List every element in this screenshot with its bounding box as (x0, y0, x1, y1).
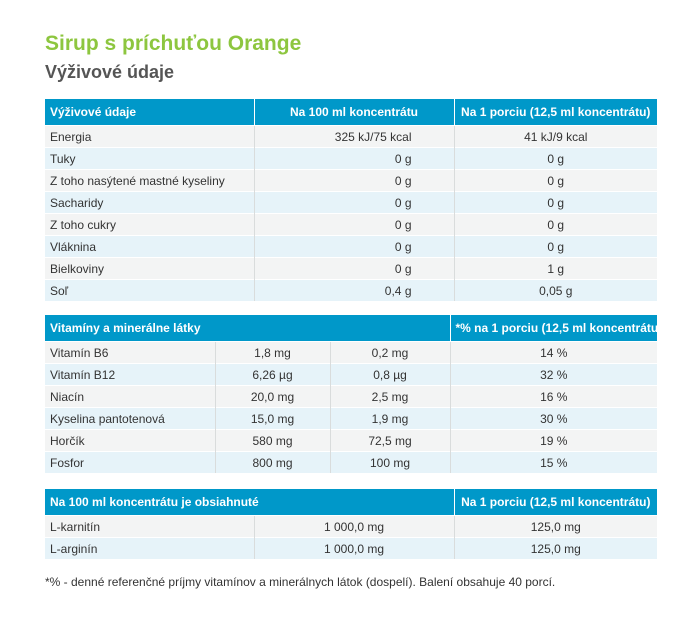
ingredient-per-100ml: 1 000,0 mg (253, 537, 455, 559)
ingredient-name: L-karnitín (45, 515, 254, 538)
table-row: Z toho nasýtené mastné kyseliny 0 g 0 g (45, 169, 657, 192)
vitamins-header-row: Vitamíny a minerálne látky *% na 1 porci… (45, 315, 657, 342)
ingredient-name: L-arginín (45, 537, 254, 559)
vitamins-header-label: Vitamíny a minerálne látky (45, 315, 450, 342)
ingredient-per-portion: 125,0 mg (453, 537, 658, 559)
vitamin-reference-percent: 14 % (449, 341, 657, 364)
table-row: Z toho cukry 0 g 0 g (45, 213, 657, 236)
vitamin-per-100ml: 6,26 µg (214, 363, 330, 386)
vitamin-name: Vitamín B6 (45, 341, 215, 364)
nutrient-per-portion: 0,05 g (453, 279, 657, 301)
vitamin-per-portion: 0,2 mg (329, 341, 450, 364)
vitamin-name: Horčík (45, 429, 215, 452)
table-row: Niacín 20,0 mg 2,5 mg 16 % (45, 385, 657, 408)
table-row: Bielkoviny 0 g 1 g (45, 257, 657, 280)
vitamin-reference-percent: 30 % (449, 407, 657, 430)
vitamin-per-100ml: 20,0 mg (214, 385, 330, 408)
nutrient-per-portion: 0 g (453, 235, 657, 258)
vitamin-reference-percent: 32 % (449, 363, 657, 386)
table-row: Tuky 0 g 0 g (45, 147, 657, 170)
nutrient-per-100ml: 0 g (253, 147, 454, 170)
nutrient-per-portion: 0 g (453, 169, 657, 192)
ingredient-per-portion: 125,0 mg (453, 515, 658, 538)
table-row: Vitamín B12 6,26 µg 0,8 µg 32 % (45, 363, 657, 386)
vitamins-header-per-portion: *% na 1 porciu (12,5 ml koncentrátu) (449, 315, 657, 342)
table-row: Fosfor 800 mg 100 mg 15 % (45, 451, 657, 473)
vitamin-per-portion: 2,5 mg (329, 385, 450, 408)
table-row: Kyselina pantotenová 15,0 mg 1,9 mg 30 % (45, 407, 657, 430)
vitamin-per-100ml: 15,0 mg (214, 407, 330, 430)
nutrient-name: Energia (45, 125, 254, 148)
table-row: Vitamín B6 1,8 mg 0,2 mg 14 % (45, 341, 657, 364)
page-subtitle: Výživové údaje (45, 62, 175, 82)
nutrient-per-portion: 0 g (453, 147, 657, 170)
nutrition-header-label: Výživové údaje (45, 99, 254, 126)
page-title: Sirup s príchuťou Orange (45, 32, 302, 55)
nutrition-header-per-100ml: Na 100 ml koncentrátu (253, 99, 454, 126)
nutrient-per-100ml: 0,4 g (253, 279, 454, 301)
vitamin-per-portion: 72,5 mg (329, 429, 450, 452)
vitamin-per-portion: 0,8 µg (329, 363, 450, 386)
nutrient-per-100ml: 0 g (253, 213, 454, 236)
nutrient-per-portion: 0 g (453, 191, 657, 214)
contents-header-per-portion: Na 1 porciu (12,5 ml koncentrátu) (453, 489, 658, 516)
nutrient-per-100ml: 0 g (253, 169, 454, 192)
vitamin-per-portion: 100 mg (329, 451, 450, 473)
nutrient-name: Bielkoviny (45, 257, 254, 280)
vitamin-per-100ml: 580 mg (214, 429, 330, 452)
nutrition-header-row: Výživové údaje Na 100 ml koncentrátu Na … (45, 99, 657, 126)
vitamin-reference-percent: 16 % (449, 385, 657, 408)
nutrient-per-100ml: 325 kJ/75 kcal (253, 125, 454, 148)
table-row: Sacharidy 0 g 0 g (45, 191, 657, 214)
nutrient-name: Soľ (45, 279, 254, 301)
nutrient-per-portion: 41 kJ/9 kcal (453, 125, 657, 148)
footnote: *% - denné referenčné príjmy vitamínov a… (45, 575, 556, 589)
nutrient-per-portion: 1 g (453, 257, 657, 280)
vitamins-table: Vitamíny a minerálne látky *% na 1 porci… (45, 315, 657, 473)
vitamin-reference-percent: 15 % (449, 451, 657, 473)
nutrient-name: Vláknina (45, 235, 254, 258)
vitamin-name: Kyselina pantotenová (45, 407, 215, 430)
table-row: L-arginín 1 000,0 mg 125,0 mg (45, 537, 658, 559)
nutrient-per-portion: 0 g (453, 213, 657, 236)
vitamin-per-portion: 1,9 mg (329, 407, 450, 430)
ingredient-per-100ml: 1 000,0 mg (253, 515, 455, 538)
nutrition-header-per-portion: Na 1 porciu (12,5 ml koncentrátu) (453, 99, 657, 126)
vitamin-name: Vitamín B12 (45, 363, 215, 386)
nutrient-name: Tuky (45, 147, 254, 170)
nutrient-name: Z toho nasýtené mastné kyseliny (45, 169, 254, 192)
vitamin-name: Niacín (45, 385, 215, 408)
nutrient-per-100ml: 0 g (253, 235, 454, 258)
table-row: Energia 325 kJ/75 kcal 41 kJ/9 kcal (45, 125, 657, 148)
nutrient-per-100ml: 0 g (253, 191, 454, 214)
vitamin-reference-percent: 19 % (449, 429, 657, 452)
nutrient-name: Z toho cukry (45, 213, 254, 236)
contents-table: Na 100 ml koncentrátu je obsiahnuté Na 1… (45, 489, 658, 559)
table-row: L-karnitín 1 000,0 mg 125,0 mg (45, 515, 658, 538)
nutrition-table: Výživové údaje Na 100 ml koncentrátu Na … (45, 99, 657, 301)
nutrient-per-100ml: 0 g (253, 257, 454, 280)
table-row: Vláknina 0 g 0 g (45, 235, 657, 258)
vitamin-name: Fosfor (45, 451, 215, 473)
vitamin-per-100ml: 800 mg (214, 451, 330, 473)
vitamin-per-100ml: 1,8 mg (214, 341, 330, 364)
table-row: Horčík 580 mg 72,5 mg 19 % (45, 429, 657, 452)
contents-header-label: Na 100 ml koncentrátu je obsiahnuté (45, 489, 455, 516)
contents-header-row: Na 100 ml koncentrátu je obsiahnuté Na 1… (45, 489, 658, 516)
nutrient-name: Sacharidy (45, 191, 254, 214)
table-row: Soľ 0,4 g 0,05 g (45, 279, 657, 301)
